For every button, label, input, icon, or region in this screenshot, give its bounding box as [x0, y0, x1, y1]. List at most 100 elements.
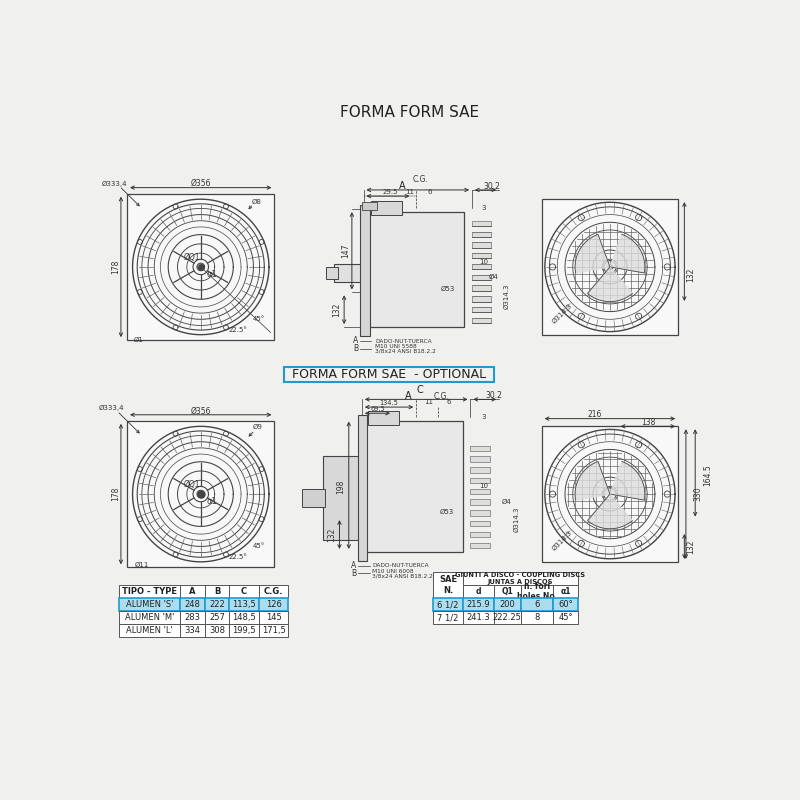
- Text: 10: 10: [479, 258, 488, 265]
- Text: 10: 10: [479, 483, 488, 490]
- Bar: [180, 598, 205, 611]
- Text: B: B: [351, 569, 357, 578]
- Bar: [470, 456, 490, 462]
- Text: A: A: [405, 390, 412, 401]
- Bar: [368, 411, 399, 425]
- Text: Ø8: Ø8: [252, 198, 262, 205]
- Text: M10 UNI 6008: M10 UNI 6008: [372, 569, 414, 574]
- Bar: [434, 598, 462, 611]
- Bar: [371, 202, 402, 215]
- Text: ØQ1: ØQ1: [183, 253, 200, 262]
- Bar: [362, 202, 378, 210]
- Text: A: A: [353, 336, 358, 346]
- Text: α1: α1: [206, 270, 217, 279]
- Text: DADO-NUT-TUERCA: DADO-NUT-TUERCA: [375, 338, 432, 343]
- Text: 45°: 45°: [253, 543, 265, 550]
- Text: 113,5: 113,5: [232, 600, 256, 609]
- Text: 6: 6: [428, 190, 433, 195]
- Text: 132: 132: [332, 303, 341, 318]
- Bar: [470, 532, 490, 538]
- Text: A: A: [189, 587, 195, 596]
- Bar: [472, 231, 491, 237]
- Text: 8: 8: [534, 613, 540, 622]
- Bar: [462, 598, 494, 611]
- Bar: [470, 521, 490, 526]
- Bar: [259, 598, 288, 611]
- Text: C.G.: C.G.: [434, 392, 450, 401]
- Text: 30.2: 30.2: [486, 391, 502, 400]
- Bar: [470, 467, 490, 473]
- Polygon shape: [575, 234, 610, 273]
- Text: Ø4: Ø4: [489, 274, 498, 280]
- Bar: [521, 611, 554, 624]
- Text: 241.3: 241.3: [466, 613, 490, 622]
- Text: 22.5°: 22.5°: [229, 327, 247, 333]
- Text: 200: 200: [499, 600, 515, 609]
- Polygon shape: [328, 481, 362, 515]
- Bar: [470, 489, 490, 494]
- Text: 60°: 60°: [558, 600, 573, 609]
- Text: 178: 178: [111, 487, 120, 502]
- Polygon shape: [575, 462, 610, 500]
- Bar: [259, 624, 288, 638]
- Text: C.G.: C.G.: [264, 587, 283, 596]
- Text: C.G.: C.G.: [412, 175, 428, 185]
- Bar: [554, 585, 578, 598]
- Text: 222: 222: [209, 600, 225, 609]
- Bar: [119, 624, 180, 638]
- Text: 3: 3: [482, 414, 486, 420]
- Text: 6: 6: [446, 398, 451, 405]
- Bar: [362, 421, 462, 552]
- Bar: [494, 598, 521, 611]
- Text: 171,5: 171,5: [262, 626, 286, 635]
- Text: 164.5: 164.5: [703, 464, 712, 486]
- Text: A: A: [351, 562, 357, 570]
- Text: 7 1/2: 7 1/2: [438, 613, 458, 622]
- Text: 147: 147: [341, 243, 350, 258]
- Text: ALUMEN 'S': ALUMEN 'S': [126, 600, 174, 609]
- Bar: [334, 264, 365, 282]
- Bar: [554, 611, 578, 624]
- Bar: [323, 455, 366, 540]
- Text: B: B: [353, 344, 358, 353]
- Text: Ø314.3: Ø314.3: [504, 283, 510, 309]
- Bar: [472, 318, 491, 323]
- Bar: [119, 585, 180, 598]
- Text: 248: 248: [184, 600, 200, 609]
- Text: 69.5: 69.5: [370, 406, 385, 412]
- Text: 198: 198: [337, 479, 346, 494]
- Bar: [434, 572, 462, 598]
- Text: Ø314.3: Ø314.3: [550, 529, 573, 551]
- Bar: [470, 446, 490, 451]
- Bar: [462, 572, 578, 585]
- Text: Ø356: Ø356: [190, 406, 211, 415]
- Text: SAE
N.: SAE N.: [439, 575, 457, 594]
- Bar: [361, 206, 370, 336]
- Bar: [470, 542, 490, 548]
- Bar: [470, 499, 490, 505]
- Bar: [521, 585, 554, 598]
- Text: ALUMEN 'L': ALUMEN 'L': [126, 626, 173, 635]
- Text: 22.5°: 22.5°: [229, 554, 247, 560]
- Text: Ø314.3: Ø314.3: [514, 506, 520, 532]
- Text: Q1: Q1: [502, 587, 513, 596]
- Text: Ø4: Ø4: [502, 498, 512, 505]
- Text: Ø1: Ø1: [134, 337, 144, 343]
- Bar: [205, 611, 230, 624]
- Text: 45°: 45°: [253, 316, 265, 322]
- Text: Ø333,4: Ø333,4: [99, 405, 124, 411]
- Text: 283: 283: [184, 613, 200, 622]
- Text: 11: 11: [424, 398, 433, 405]
- Text: Ø53: Ø53: [439, 509, 454, 515]
- Bar: [302, 489, 325, 507]
- Text: 29.5: 29.5: [383, 190, 398, 195]
- Text: FORMA FORM SAE  - OPTIONAL: FORMA FORM SAE - OPTIONAL: [292, 368, 486, 382]
- Text: 3/8x24 ANSI B18.2.2: 3/8x24 ANSI B18.2.2: [375, 349, 436, 354]
- Polygon shape: [587, 494, 632, 529]
- Text: 132: 132: [327, 528, 336, 542]
- Bar: [472, 264, 491, 270]
- Bar: [472, 274, 491, 280]
- Text: 216: 216: [587, 410, 602, 419]
- Bar: [230, 624, 259, 638]
- Bar: [230, 585, 259, 598]
